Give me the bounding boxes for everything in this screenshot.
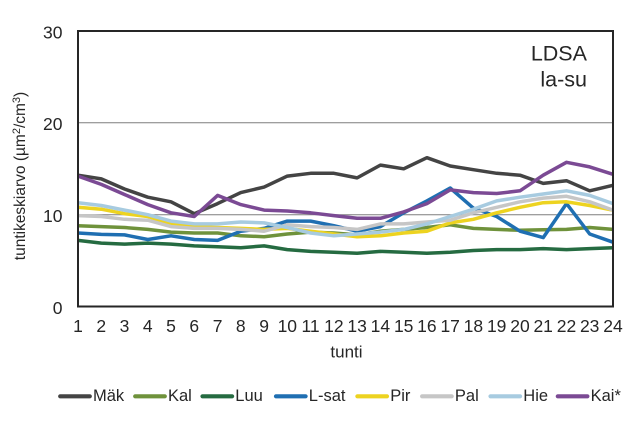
svg-text:14: 14	[371, 316, 391, 336]
svg-text:11: 11	[302, 316, 320, 336]
svg-text:17: 17	[440, 316, 459, 336]
svg-text:24: 24	[603, 316, 623, 336]
svg-text:30: 30	[43, 23, 63, 43]
svg-text:10: 10	[278, 316, 298, 336]
svg-text:3: 3	[120, 316, 130, 336]
svg-text:16: 16	[417, 316, 436, 336]
svg-text:2: 2	[96, 316, 106, 336]
svg-text:10: 10	[43, 206, 63, 226]
svg-text:Mäk: Mäk	[93, 387, 125, 405]
svg-text:4: 4	[143, 316, 153, 336]
svg-text:13: 13	[347, 316, 366, 336]
svg-text:5: 5	[166, 316, 176, 336]
svg-text:7: 7	[213, 316, 223, 336]
svg-text:la-su: la-su	[540, 68, 587, 92]
svg-text:20: 20	[43, 114, 63, 134]
svg-text:19: 19	[487, 316, 506, 336]
svg-text:LDSA: LDSA	[531, 42, 588, 66]
svg-text:9: 9	[259, 316, 269, 336]
svg-text:0: 0	[53, 298, 63, 318]
svg-text:22: 22	[557, 316, 576, 336]
svg-text:20: 20	[510, 316, 530, 336]
svg-text:8: 8	[236, 316, 246, 336]
svg-text:6: 6	[189, 316, 199, 336]
svg-text:12: 12	[324, 316, 343, 336]
svg-text:Pir: Pir	[390, 387, 411, 405]
svg-text:tunti: tunti	[330, 343, 362, 362]
svg-text:15: 15	[394, 316, 413, 336]
svg-text:21: 21	[533, 316, 552, 336]
svg-text:L-sat: L-sat	[309, 387, 346, 405]
svg-text:Luu: Luu	[235, 387, 263, 405]
svg-text:Pal: Pal	[455, 387, 479, 405]
svg-text:tuntikeskiarvo (µm2/cm3): tuntikeskiarvo (µm2/cm3)	[11, 92, 29, 260]
svg-text:23: 23	[580, 316, 599, 336]
svg-text:1: 1	[73, 316, 83, 336]
svg-text:Kal: Kal	[168, 387, 192, 405]
svg-text:Kai*: Kai*	[591, 387, 622, 405]
svg-text:18: 18	[464, 316, 483, 336]
svg-text:Hie: Hie	[523, 387, 548, 405]
